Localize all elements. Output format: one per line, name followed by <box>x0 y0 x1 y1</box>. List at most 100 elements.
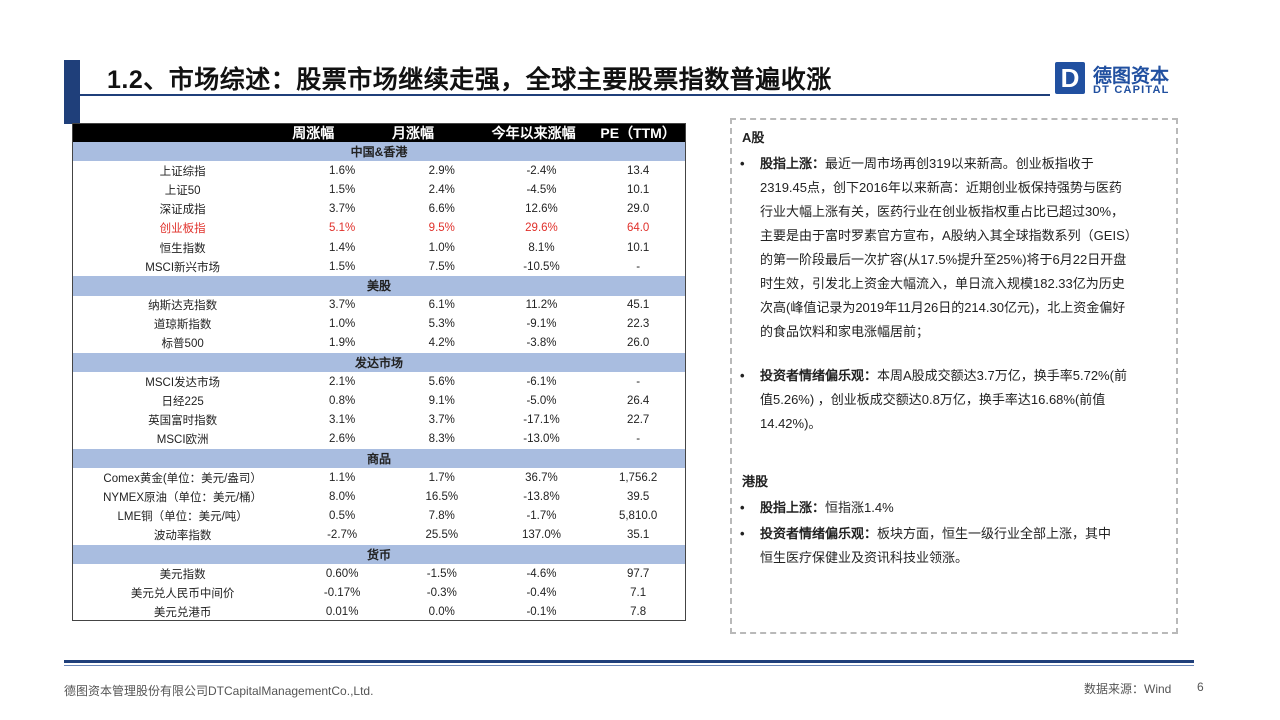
bullet-dot: • <box>740 156 745 171</box>
cell-weekly: 0.5% <box>329 510 356 523</box>
cell-index-name: 上证50 <box>164 184 201 197</box>
cell-ytd: 137.0% <box>521 529 561 542</box>
cell-index-name: MSCI新兴市场 <box>145 261 221 274</box>
cell-index-name: 英国富时指数 <box>148 415 218 428</box>
table-row: NYMEX原油（单位：美元/桶） 8.0% 16.5% -13.8% 39.5 <box>73 487 685 506</box>
cell-weekly: 1.0% <box>329 318 356 331</box>
hk-heading: 港股 <box>742 474 769 489</box>
cell-ytd: 36.7% <box>525 471 558 484</box>
cell-monthly: 6.1% <box>428 299 455 312</box>
bullet-text: 投资者情绪偏乐观：本周A股成交额达3.7万亿，换手率5.72%(前 值5.26%)… <box>760 364 1160 436</box>
table-section-header: 商品 <box>73 449 685 469</box>
cell-index-name: LME铜（单位：美元/吨） <box>117 511 248 524</box>
cell-ytd: -10.5% <box>523 260 560 273</box>
table-row: 美元指数 0.60% -1.5% -4.6% 97.7 <box>73 564 685 583</box>
table-section-header: 中国&香港 <box>73 142 685 162</box>
hk-bullet-sentiment: • 投资者情绪偏乐观：板块方面，恒生一级行业全部上涨，其中 恒生医疗保健业及资讯科… <box>740 522 1160 570</box>
table-section-header: 发达市场 <box>73 353 685 373</box>
cell-ytd: -0.1% <box>526 606 557 619</box>
table-row: 深证成指 3.7% 6.6% 12.6% 29.0 <box>73 200 685 219</box>
bullet-line: 恒生医疗保健业及资讯科技业领涨。 <box>760 550 969 565</box>
logo-mark-icon: D <box>1055 62 1085 94</box>
cell-weekly: 1.4% <box>329 241 356 254</box>
table-header-row: 周涨幅 月涨幅 今年以来涨幅 PE（TTM） <box>73 124 685 142</box>
bullet-text: 股指上涨：恒指涨1.4% <box>760 496 1160 520</box>
table-row: Comex黄金(单位：美元/盎司） 1.1% 1.7% 36.7% 1,756.2 <box>73 468 685 487</box>
cell-weekly: 0.8% <box>329 395 356 408</box>
cell-ytd: 8.1% <box>528 241 555 254</box>
bullet-lead: 股指上涨： <box>760 500 826 515</box>
page-title: 1.2、市场综述：股票市场继续走强，全球主要股票指数普遍收涨 <box>107 66 832 94</box>
cell-pe: 10.1 <box>626 241 650 254</box>
cell-monthly: 9.5% <box>428 222 455 235</box>
cell-monthly: 1.0% <box>428 241 455 254</box>
cell-index-name: 恒生指数 <box>159 242 206 255</box>
cell-weekly: 0.60% <box>325 567 359 580</box>
table-section-header: 美股 <box>73 276 685 296</box>
bullet-line: 恒指涨1.4% <box>825 500 894 515</box>
cell-index-name: 美元兑人民币中间价 <box>130 587 235 600</box>
header-cell-weekly: 周涨幅 <box>292 125 335 141</box>
table-row: MSCI发达市场 2.1% 5.6% -6.1% - <box>73 372 685 391</box>
cell-index-name: 上证综指 <box>159 165 206 178</box>
header-cell-ytd: 今年以来涨幅 <box>491 125 576 141</box>
cell-weekly: -0.17% <box>323 586 361 599</box>
cell-index-name: 美元兑港币 <box>153 607 212 620</box>
cell-weekly: 1.5% <box>329 183 356 196</box>
bullet-line: 的食品饮料和家电涨幅居前； <box>760 324 930 339</box>
page-number: 6 <box>1197 680 1204 694</box>
a-share-heading: A股 <box>742 130 765 145</box>
cell-index-name: 日经225 <box>161 396 204 409</box>
table-row: 英国富时指数 3.1% 3.7% -17.1% 22.7 <box>73 411 685 430</box>
cell-weekly: -2.7% <box>327 529 358 542</box>
bullet-line: 值5.26%) ，创业板成交额达0.8万亿，换手率达16.68%(前值 <box>760 392 1106 407</box>
cell-monthly: 1.7% <box>428 471 455 484</box>
table-row: 美元兑人民币中间价 -0.17% -0.3% -0.4% 7.1 <box>73 583 685 602</box>
cell-monthly: 6.6% <box>428 203 455 216</box>
table-row: 美元兑港币 0.01% 0.0% -0.1% 7.8 <box>73 603 685 621</box>
cell-monthly: 2.4% <box>428 183 455 196</box>
table-row: 标普500 1.9% 4.2% -3.8% 26.0 <box>73 334 685 353</box>
cell-index-name: 深证成指 <box>159 204 206 217</box>
cell-weekly: 2.6% <box>329 433 356 446</box>
cell-pe: 45.1 <box>626 299 650 312</box>
cell-monthly: 5.6% <box>428 375 455 388</box>
footer-rule-thick <box>64 660 1194 663</box>
table-row: LME铜（单位：美元/吨） 0.5% 7.8% -1.7% 5,810.0 <box>73 507 685 526</box>
table-row: 日经225 0.8% 9.1% -5.0% 26.4 <box>73 391 685 410</box>
cell-pe: 7.1 <box>630 586 647 599</box>
cell-monthly: 8.3% <box>428 433 455 446</box>
cell-weekly: 3.1% <box>329 414 356 427</box>
company-logo: D 德图资本 DT CAPITAL <box>1055 62 1185 98</box>
cell-ytd: -5.0% <box>526 395 557 408</box>
footer-company: 德图资本管理股份有限公司DTCapitalManagementCo.,Ltd. <box>64 684 374 698</box>
table-row: 道琼斯指数 1.0% 5.3% -9.1% 22.3 <box>73 315 685 334</box>
cell-monthly: -1.5% <box>426 567 457 580</box>
cell-weekly: 1.5% <box>329 260 356 273</box>
bullet-line: 板块方面，恒生一级行业全部上涨，其中 <box>877 526 1112 541</box>
cell-ytd: -1.7% <box>526 510 557 523</box>
bullet-lead: 投资者情绪偏乐观： <box>760 526 878 541</box>
cell-ytd: 12.6% <box>525 203 558 216</box>
cell-index-name: 创业板指 <box>159 223 206 236</box>
cell-monthly: -0.3% <box>426 586 457 599</box>
table-section-header: 货币 <box>73 544 685 565</box>
bullet-line: 最近一周市场再创319以来新高。创业板指收于 <box>825 156 1094 171</box>
cell-pe: 5,810.0 <box>618 510 658 523</box>
table-row: 恒生指数 1.4% 1.0% 8.1% 10.1 <box>73 238 685 257</box>
table-row: MSCI新兴市场 1.5% 7.5% -10.5% - <box>73 257 685 276</box>
header-cell-pe: PE（TTM） <box>600 125 676 141</box>
logo-chinese-name: 德图资本 <box>1093 66 1170 87</box>
cell-monthly: 5.3% <box>428 318 455 331</box>
table-row: 创业板指 5.1% 9.5% 29.6% 64.0 <box>73 219 685 238</box>
bullet-line: 次高(峰值记录为2019年11月26日的214.30亿元)，北上资金偏好 <box>760 300 1126 315</box>
bullet-lead: 股指上涨： <box>760 156 826 171</box>
cell-pe: 13.4 <box>626 164 650 177</box>
cell-pe: - <box>636 375 641 388</box>
bullet-text: 投资者情绪偏乐观：板块方面，恒生一级行业全部上涨，其中恒生医疗保健业及资讯科技业… <box>760 522 1160 570</box>
cell-pe: 22.7 <box>626 414 650 427</box>
cell-index-name: MSCI发达市场 <box>145 376 221 389</box>
cell-ytd: -13.0% <box>523 433 560 446</box>
bullet-line: 的第一阶段最后一次扩容(从17.5%提升至25%)将于6月22日开盘 <box>760 252 1127 267</box>
cell-ytd: -13.8% <box>523 490 560 503</box>
